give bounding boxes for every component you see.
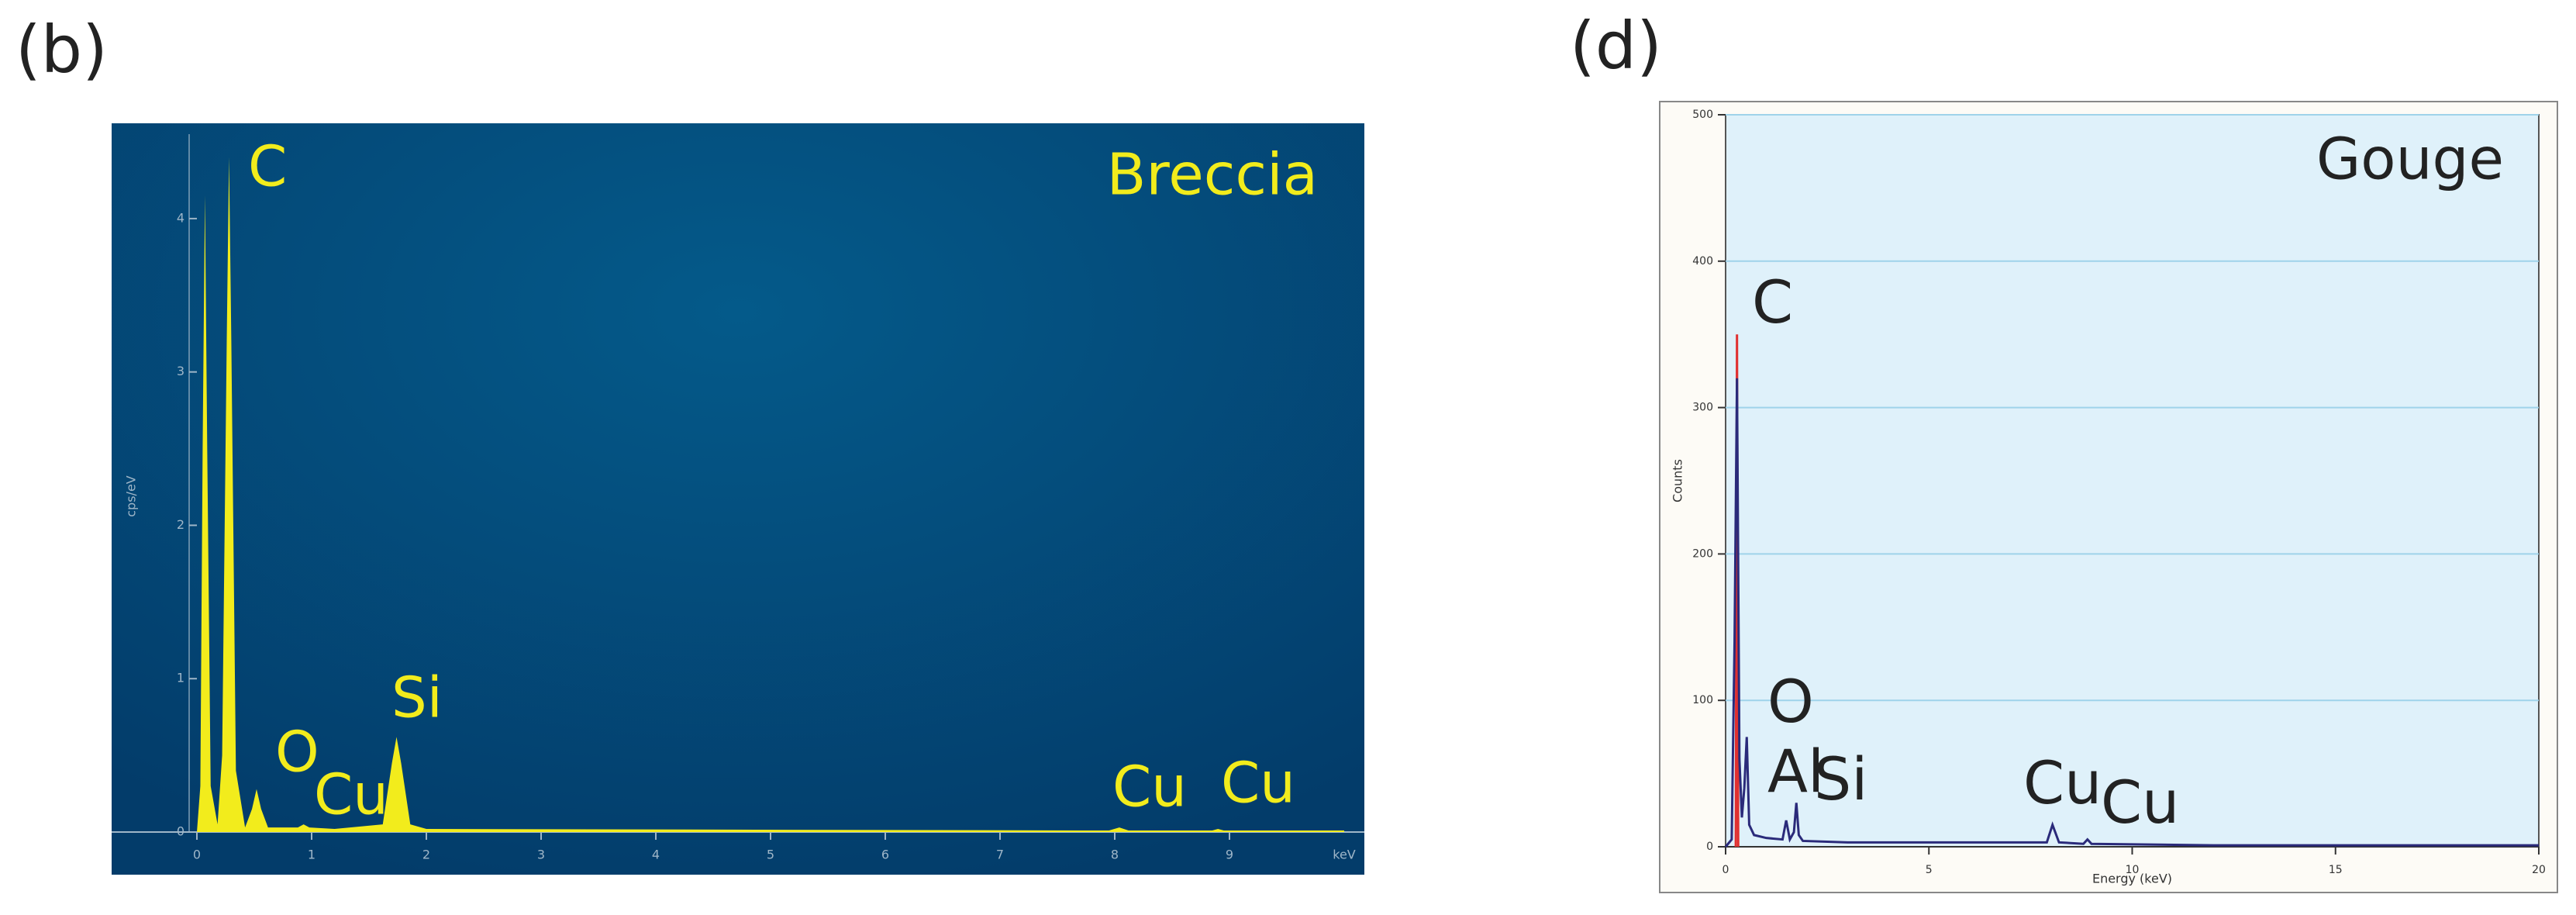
y-axis-label: Counts	[1671, 459, 1685, 502]
x-tick-label: 9	[1226, 848, 1233, 862]
x-tick-label: 10	[2126, 864, 2140, 876]
y-axis-label: cps/eV	[124, 475, 139, 517]
y-tick-label: 2	[177, 517, 184, 532]
peak-label: O	[275, 720, 319, 785]
x-tick-label: 5	[1926, 864, 1933, 876]
peak-label: Si	[1814, 744, 1867, 813]
y-tick-label: 200	[1692, 547, 1713, 560]
x-tick-label: 15	[2329, 864, 2343, 876]
peak-label: Cu	[1221, 751, 1295, 816]
chart-title: Breccia	[1107, 142, 1318, 209]
y-tick-label: 1	[177, 671, 184, 685]
x-tick-label: 4	[652, 848, 660, 862]
peak-label: Cu	[2101, 768, 2179, 837]
y-tick-label: 500	[1692, 109, 1713, 121]
x-axis-label: Energy (keV)	[2092, 872, 2172, 886]
peak-label: Si	[391, 665, 443, 730]
x-tick-label: 1	[308, 848, 316, 862]
x-tick-label: 2	[422, 848, 430, 862]
peak-label: Cu	[1112, 754, 1187, 820]
chart-title: Gouge	[2316, 126, 2504, 193]
peak-label: Cu	[314, 762, 388, 827]
x-tick-label: 0	[193, 848, 201, 862]
panel-label: (b)	[16, 12, 108, 88]
x-tick-label: 0	[1723, 864, 1729, 876]
y-tick-label: 0	[1706, 841, 1713, 853]
peak-label: Al	[1767, 737, 1824, 806]
peak-label: C	[248, 134, 287, 199]
peak-label: O	[1767, 667, 1814, 736]
peak-label: C	[1752, 268, 1793, 337]
x-axis-label: keV	[1333, 848, 1356, 862]
y-tick-label: 400	[1692, 255, 1713, 268]
x-tick-label: 6	[881, 848, 889, 862]
y-tick-label: 300	[1692, 402, 1713, 414]
x-tick-label: 5	[767, 848, 774, 862]
y-tick-label: 100	[1692, 694, 1713, 706]
x-tick-label: 8	[1111, 848, 1119, 862]
x-tick-label: 20	[2532, 864, 2546, 876]
x-tick-label: 7	[996, 848, 1004, 862]
y-tick-label: 4	[177, 210, 184, 225]
x-tick-label: 3	[537, 848, 545, 862]
plot-background	[1725, 114, 2540, 848]
spectrum-line	[1724, 378, 2539, 848]
peak-label: Cu	[2023, 748, 2102, 817]
panel-label: (d)	[1570, 8, 1662, 84]
y-tick-label: 3	[177, 364, 184, 378]
plot-background	[112, 123, 1364, 875]
